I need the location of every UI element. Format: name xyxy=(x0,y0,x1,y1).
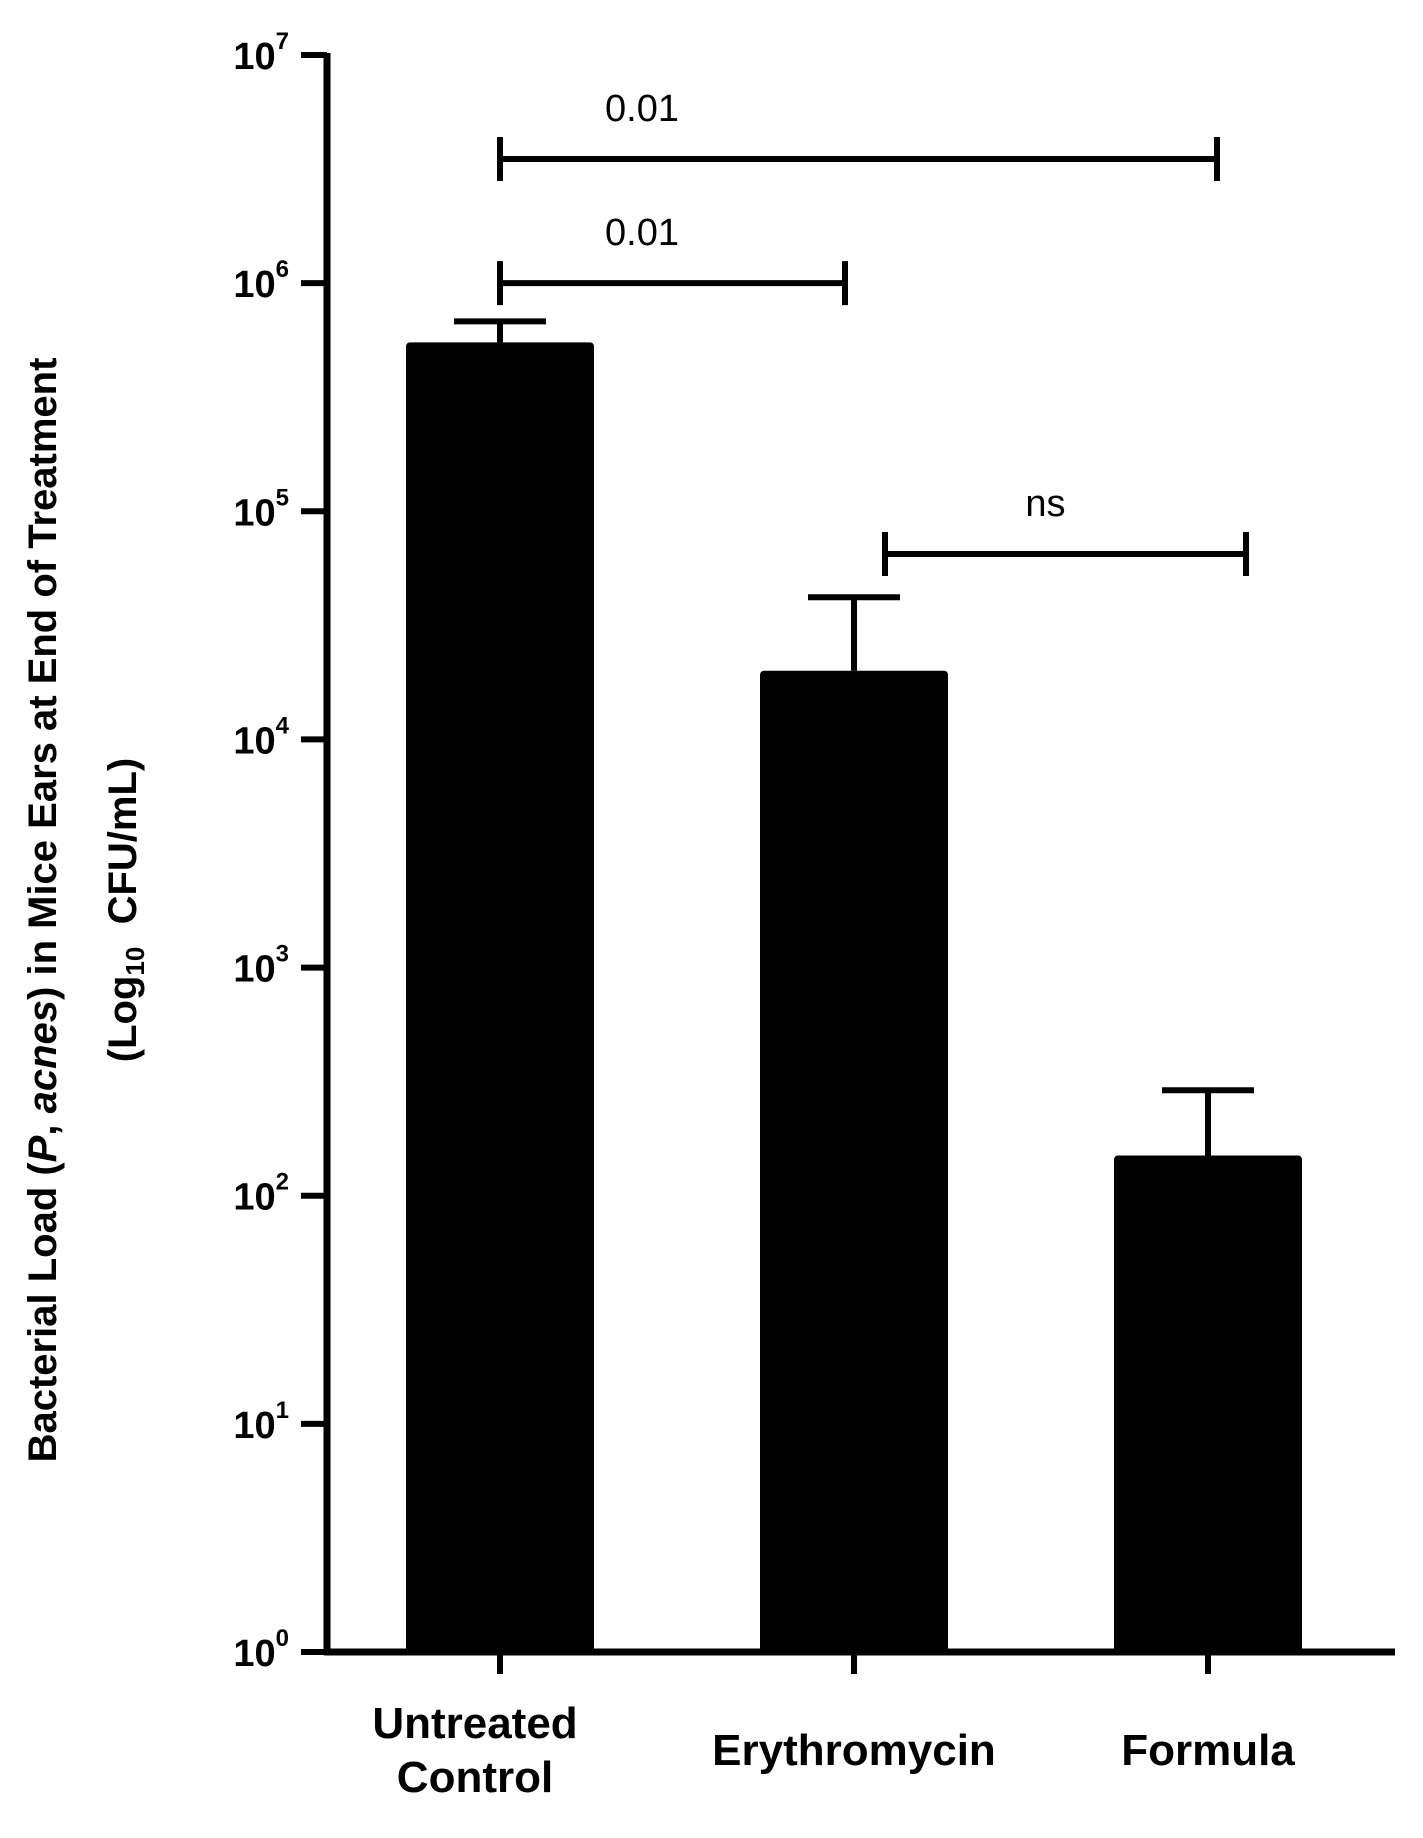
y-tick-label: 102 xyxy=(233,1169,289,1219)
y-axis-title-part: , xyxy=(21,1113,65,1135)
y-tick-label: 103 xyxy=(233,941,289,991)
x-tick-label: Untreated xyxy=(372,1699,577,1748)
y-tick-label: 107 xyxy=(233,28,289,78)
y-axis-title-italic-p: P xyxy=(21,1135,65,1162)
y-axis-title-subscript: 10 xyxy=(120,947,150,976)
y-tick-label: 100 xyxy=(233,1625,289,1675)
bar-2 xyxy=(1114,1155,1302,1652)
y-axis-title: Bacterial Load (P, acnes) in Mice Ears a… xyxy=(21,358,150,1463)
significance-label-1: 0.01 xyxy=(605,212,679,254)
y-axis-title-part: ) in Mice Ears at End of Treatment xyxy=(21,358,65,1000)
y-tick-label: 101 xyxy=(233,1397,289,1447)
bar-1 xyxy=(760,670,948,1652)
significance-label-0: 0.01 xyxy=(605,88,679,130)
bar-0 xyxy=(406,342,594,1653)
y-axis-title-italic-acnes: acnes xyxy=(21,1000,65,1113)
plot-area: 100 101 102 103 104 105 106 107 Untreated Control… xyxy=(233,28,1395,1802)
y-axis-title-part: CFU/mL) xyxy=(101,758,145,947)
x-tick-label: Control xyxy=(397,1753,553,1802)
y-tick-label: 105 xyxy=(233,484,289,534)
significance-label-2: ns xyxy=(1025,483,1065,525)
y-tick-label: 104 xyxy=(233,712,289,762)
y-axis-title-line-2: (Log10 CFU/mL) xyxy=(101,758,150,1062)
y-axis-title-part: (Log xyxy=(101,976,145,1063)
y-axis-title-part: Bacterial Load ( xyxy=(21,1162,65,1463)
x-tick-label: Formula xyxy=(1121,1726,1295,1775)
x-tick-label: Erythromycin xyxy=(712,1726,996,1775)
y-axis-title-line-1: Bacterial Load (P, acnes) in Mice Ears a… xyxy=(21,358,65,1463)
y-tick-label: 106 xyxy=(233,256,289,306)
